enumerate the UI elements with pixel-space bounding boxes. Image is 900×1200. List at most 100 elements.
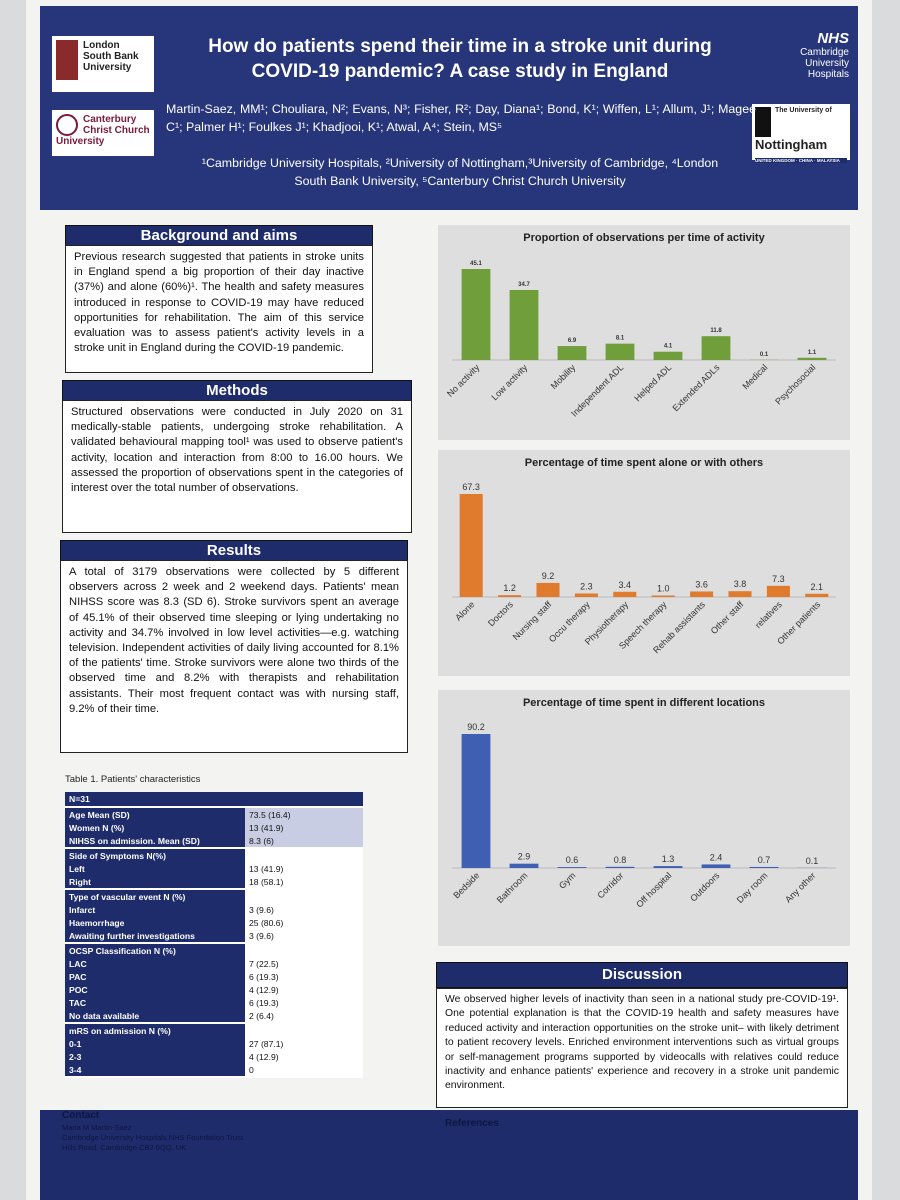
category-label: Bedside (451, 870, 481, 900)
row-value: 7 (22.5) (245, 957, 363, 970)
value-label: 1.1 (808, 350, 817, 356)
row-value: 0 (245, 1063, 363, 1078)
row-label: mRS on admission N (%) (65, 1023, 245, 1037)
row-value: 13 (41.9) (245, 862, 363, 875)
authors: Martin-Saez, MM¹; Chouliara, N²; Evans, … (166, 102, 756, 134)
bar-chart: Percentage of time spent in different lo… (438, 690, 850, 946)
table-row: Left 13 (41.9) (65, 862, 363, 875)
uon-pre: The University of (775, 107, 832, 114)
logo-ccc: Canterbury Christ Church University (52, 110, 154, 156)
category-label: Helped ADL (632, 362, 673, 403)
row-value: 4 (12.9) (245, 1050, 363, 1063)
table-caption: Table 1. Patients' characteristics (65, 774, 201, 785)
value-label: 11.8 (710, 328, 722, 334)
bar (653, 351, 683, 360)
section-heading: Background and aims (65, 225, 373, 247)
bar (536, 582, 560, 597)
value-label: 9.2 (542, 571, 555, 581)
row-label: TAC (65, 996, 245, 1009)
logo-nhs: NHS Cambridge University Hospitals (745, 30, 849, 80)
category-label: Outdoors (688, 870, 722, 904)
bar (459, 494, 483, 597)
bar-chart: Percentage of time spent alone or with o… (438, 450, 850, 676)
row-value (245, 889, 363, 903)
bar (605, 866, 635, 868)
category-label: relatives (753, 599, 784, 630)
bar (461, 734, 491, 868)
row-label: 2-3 (65, 1050, 245, 1063)
value-label: 0.1 (806, 856, 819, 866)
table-row: 2-3 4 (12.9) (65, 1050, 363, 1063)
logo-lsbu: London South Bank University (52, 36, 154, 92)
bar (613, 591, 637, 597)
value-label: 2.1 (811, 582, 824, 592)
row-value: 27 (87.1) (245, 1037, 363, 1050)
value-label: 2.3 (580, 581, 593, 591)
table-row: mRS on admission N (%) (65, 1023, 363, 1037)
value-label: 90.2 (467, 722, 485, 732)
row-label: Women N (%) (65, 821, 245, 834)
bar (651, 595, 675, 597)
row-value: 73.5 (16.4) (245, 807, 363, 821)
contact-line: Hills Road, Cambridge CB2 0QQ, UK (62, 1143, 187, 1152)
value-label: 3.4 (619, 580, 632, 590)
row-value: 4 (12.9) (245, 983, 363, 996)
table-row: Awaiting further investigations 3 (9.6) (65, 929, 363, 944)
row-label: Awaiting further investigations (65, 929, 245, 944)
bar (509, 863, 539, 868)
category-label: Gym (557, 870, 578, 891)
bar (797, 357, 827, 360)
contact: Maria M Martin-Saez Cambridge University … (62, 1123, 243, 1153)
table: N=31 Age Mean (SD) 73.5 (16.4) Women N (%) 1… (65, 792, 363, 1078)
bar (461, 269, 491, 360)
section-text: We observed higher levels of inactivity … (436, 988, 848, 1108)
row-label: Side of Symptoms N(%) (65, 848, 245, 862)
bar (605, 343, 635, 360)
bar (728, 591, 752, 597)
table-row: OCSP Classification N (%) (65, 943, 363, 957)
category-label: Other staff (709, 599, 746, 636)
table-row: Infarct 3 (9.6) (65, 903, 363, 916)
crest (755, 107, 771, 137)
contact-line: Maria M Martin-Saez (62, 1123, 132, 1132)
chart-title: Proportion of observations per time of a… (523, 232, 765, 244)
header: London South Bank University Canterbury … (40, 6, 858, 210)
category-label: Corridor (595, 870, 625, 900)
category-label: No activity (445, 362, 482, 399)
row-value: 2 (6.4) (245, 1009, 363, 1024)
row-value (245, 1023, 363, 1037)
row-label: LAC (65, 957, 245, 970)
chart-title: Percentage of time spent in different lo… (523, 697, 765, 709)
row-label: POC (65, 983, 245, 996)
references-heading: References (445, 1118, 499, 1129)
row-value: 6 (19.3) (245, 996, 363, 1009)
table-row: Haemorrhage 25 (80.6) (65, 916, 363, 929)
row-value: 8.3 (6) (245, 834, 363, 849)
row-label: Age Mean (SD) (65, 807, 245, 821)
row-value: 3 (9.6) (245, 903, 363, 916)
category-label: Off hospital (634, 870, 673, 909)
row-value: 3 (9.6) (245, 929, 363, 944)
contact-line: Cambridge University Hospitals NHS Found… (62, 1133, 243, 1142)
category-label: Psychosocial (773, 362, 817, 406)
value-label: 45.1 (470, 261, 482, 267)
uon: Nottingham (755, 137, 828, 152)
section-text: Structured observations were conducted i… (62, 400, 412, 533)
value-label: 1.3 (662, 854, 675, 864)
section-heading: Results (60, 540, 408, 562)
row-label: No data available (65, 1009, 245, 1024)
table-row: Age Mean (SD) 73.5 (16.4) (65, 807, 363, 821)
row-value (245, 943, 363, 957)
nhs: NHS (817, 30, 849, 47)
category-label: Any other (783, 870, 817, 904)
value-label: 1.2 (503, 583, 516, 593)
row-label: Right (65, 875, 245, 890)
bar (766, 585, 790, 597)
value-label: 0.6 (566, 855, 579, 865)
category-label: Extended ADLs (670, 362, 721, 413)
logo-text: London South Bank University (83, 40, 139, 73)
bar (509, 289, 539, 360)
row-label: Left (65, 862, 245, 875)
category-label: Day room (735, 870, 770, 905)
category-label: Alone (453, 599, 476, 622)
